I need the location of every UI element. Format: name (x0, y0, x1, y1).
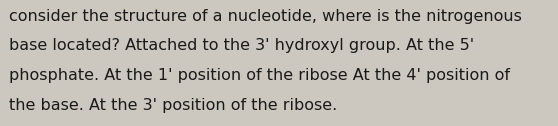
Text: base located? Attached to the 3' hydroxyl group. At the 5': base located? Attached to the 3' hydroxy… (9, 38, 474, 53)
Text: consider the structure of a nucleotide, where is the nitrogenous: consider the structure of a nucleotide, … (9, 9, 522, 24)
Text: the base. At the 3' position of the ribose.: the base. At the 3' position of the ribo… (9, 98, 337, 113)
Text: phosphate. At the 1' position of the ribose At the 4' position of: phosphate. At the 1' position of the rib… (9, 68, 510, 83)
